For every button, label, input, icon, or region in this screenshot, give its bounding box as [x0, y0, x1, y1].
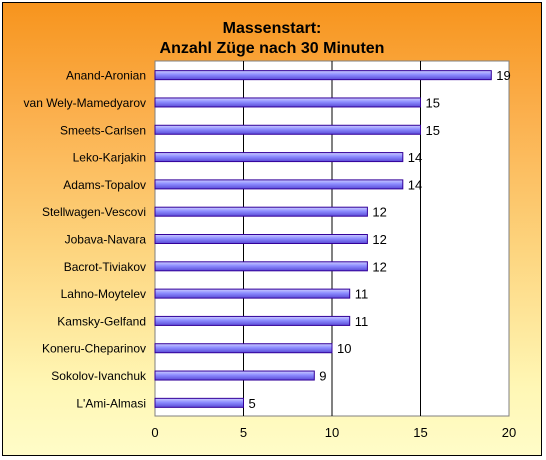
bar-11: [154, 370, 315, 381]
category-labels: Anand-Aronian van Wely-Mamedyarov Smeets-C…: [24, 69, 147, 411]
category-label-12: L'Ami-Almasi: [76, 396, 146, 410]
bar-8: [154, 288, 351, 299]
category-label-2: Smeets-Carlsen: [60, 123, 146, 137]
category-label-11: Sokolov-Ivanchuk: [51, 369, 147, 383]
data-label-2: 15: [426, 123, 440, 138]
bar-0: [154, 70, 492, 81]
x-tick-label-2: 10: [325, 425, 339, 440]
x-axis-ticks: 0 5 10 15 20: [151, 425, 516, 440]
data-label-12: 5: [249, 396, 256, 411]
bar-10: [154, 343, 333, 354]
data-label-3: 14: [408, 150, 422, 165]
bar-9: [154, 315, 351, 326]
x-tick-label-3: 15: [413, 425, 427, 440]
bar-12: [154, 397, 244, 408]
data-label-5: 12: [372, 205, 386, 220]
data-label-6: 12: [372, 232, 386, 247]
x-tick-label-1: 5: [240, 425, 247, 440]
category-label-0: Anand-Aronian: [66, 69, 146, 83]
data-label-0: 19: [496, 68, 510, 83]
x-tick-label-0: 0: [151, 425, 158, 440]
category-label-1: van Wely-Mamedyarov: [24, 96, 146, 110]
data-label-8: 11: [355, 287, 369, 302]
data-label-4: 14: [408, 177, 422, 192]
bar-5: [154, 206, 368, 217]
data-label-7: 12: [372, 259, 386, 274]
data-label-1: 15: [426, 95, 440, 110]
data-label-10: 10: [337, 341, 351, 356]
category-label-5: Stellwagen-Vescovi: [42, 205, 146, 219]
bar-1: [154, 97, 421, 108]
bars-group: [154, 70, 492, 408]
bar-3: [154, 152, 404, 163]
bar-2: [154, 124, 421, 135]
data-label-11: 9: [319, 369, 326, 384]
data-label-9: 11: [355, 314, 369, 329]
category-label-6: Jobava-Navara: [65, 233, 147, 247]
category-label-4: Adams-Topalov: [63, 178, 146, 192]
category-label-3: Leko-Karjakin: [73, 151, 146, 165]
bar-7: [154, 261, 368, 272]
category-label-8: Lahno-Moytelev: [61, 287, 146, 301]
chart-title-line2: Anzahl Züge nach 30 Minuten: [160, 40, 385, 57]
x-tick-label-4: 20: [502, 425, 516, 440]
category-label-7: Bacrot-Tiviakov: [64, 260, 146, 274]
chart-title-line1: Massenstart:: [223, 20, 322, 37]
bar-4: [154, 179, 404, 190]
category-label-9: Kamsky-Gelfand: [57, 314, 146, 328]
bar-6: [154, 234, 368, 244]
category-label-10: Koneru-Cheparinov: [42, 342, 146, 356]
